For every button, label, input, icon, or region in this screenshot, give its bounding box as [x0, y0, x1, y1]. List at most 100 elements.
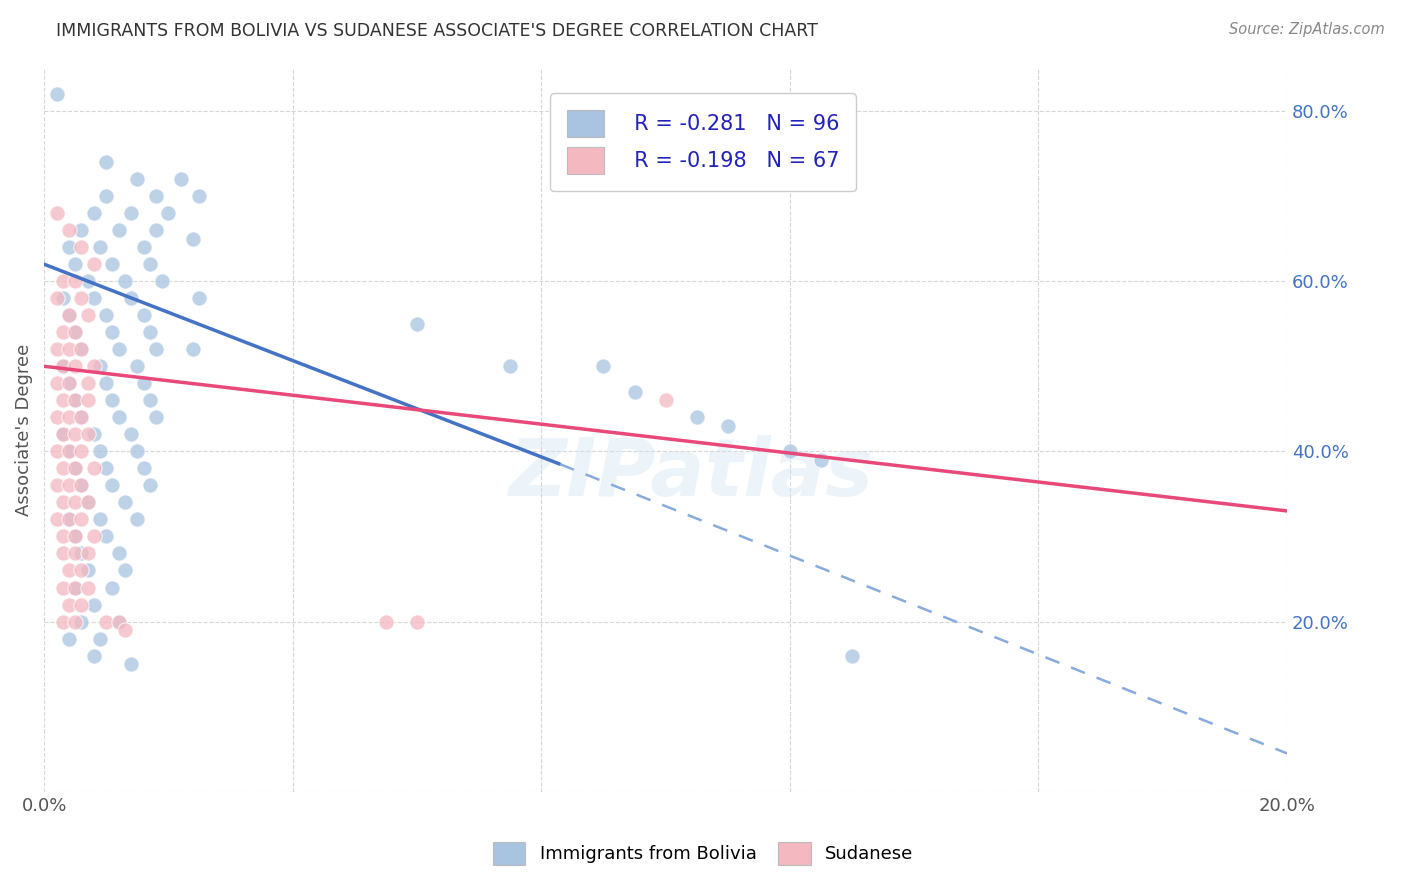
Point [63, 359, 86, 374]
Point [96, 189, 118, 203]
Point [70, 444, 93, 458]
Point [76, 546, 98, 560]
Point [58, 308, 80, 322]
Point [58, 410, 80, 425]
Point [76, 308, 98, 322]
Point [63, 546, 86, 560]
Point [63, 581, 86, 595]
Point [58, 478, 80, 492]
Point [89, 240, 111, 254]
Point [127, 172, 149, 186]
Point [83, 648, 105, 663]
Point [76, 564, 98, 578]
Point [63, 615, 86, 629]
Point [685, 410, 707, 425]
Point [58, 512, 80, 526]
Point [52, 615, 75, 629]
Text: IMMIGRANTS FROM BOLIVIA VS SUDANESE ASSOCIATE'S DEGREE CORRELATION CHART: IMMIGRANTS FROM BOLIVIA VS SUDANESE ASSO… [56, 22, 818, 40]
Point [96, 376, 118, 391]
Point [127, 359, 149, 374]
Point [96, 615, 118, 629]
Point [52, 291, 75, 305]
Point [52, 393, 75, 408]
Point [107, 615, 129, 629]
Point [132, 240, 155, 254]
Point [107, 343, 129, 357]
Point [58, 376, 80, 391]
Point [374, 615, 396, 629]
Point [63, 325, 86, 339]
Point [45, 444, 67, 458]
Point [63, 495, 86, 509]
Point [89, 359, 111, 374]
Legend: Immigrants from Bolivia, Sudanese: Immigrants from Bolivia, Sudanese [484, 833, 922, 874]
Point [107, 615, 129, 629]
Point [139, 325, 162, 339]
Point [120, 291, 142, 305]
Point [70, 291, 93, 305]
Point [58, 444, 80, 458]
Point [76, 274, 98, 288]
Point [63, 393, 86, 408]
Point [70, 343, 93, 357]
Point [127, 444, 149, 458]
Point [63, 529, 86, 543]
Point [58, 512, 80, 526]
Point [132, 461, 155, 475]
Point [70, 615, 93, 629]
Point [70, 410, 93, 425]
Point [188, 291, 211, 305]
Point [45, 206, 67, 220]
Point [83, 291, 105, 305]
Point [89, 444, 111, 458]
Point [592, 359, 614, 374]
Point [58, 308, 80, 322]
Point [139, 478, 162, 492]
Point [52, 529, 75, 543]
Point [623, 384, 645, 399]
Point [58, 240, 80, 254]
Point [406, 317, 429, 331]
Point [83, 359, 105, 374]
Point [58, 343, 80, 357]
Point [114, 274, 136, 288]
Point [70, 478, 93, 492]
Point [89, 632, 111, 646]
Point [96, 308, 118, 322]
Point [45, 291, 67, 305]
Point [52, 581, 75, 595]
Point [132, 308, 155, 322]
Point [101, 581, 124, 595]
Point [150, 274, 173, 288]
Point [717, 418, 740, 433]
Point [63, 461, 86, 475]
Point [70, 223, 93, 237]
Point [101, 393, 124, 408]
Point [70, 343, 93, 357]
Point [96, 461, 118, 475]
Point [181, 232, 204, 246]
Point [45, 376, 67, 391]
Point [83, 257, 105, 271]
Point [139, 257, 162, 271]
Point [107, 223, 129, 237]
Point [139, 393, 162, 408]
Point [58, 564, 80, 578]
Point [83, 427, 105, 442]
Point [58, 223, 80, 237]
Point [779, 444, 801, 458]
Point [45, 87, 67, 101]
Point [188, 189, 211, 203]
Point [63, 461, 86, 475]
Point [76, 495, 98, 509]
Point [45, 478, 67, 492]
Point [101, 325, 124, 339]
Point [76, 581, 98, 595]
Legend:   R = -0.281   N = 96,   R = -0.198   N = 67: R = -0.281 N = 96, R = -0.198 N = 67 [550, 94, 856, 191]
Point [45, 343, 67, 357]
Point [52, 325, 75, 339]
Text: Source: ZipAtlas.com: Source: ZipAtlas.com [1229, 22, 1385, 37]
Point [58, 444, 80, 458]
Point [83, 598, 105, 612]
Point [52, 427, 75, 442]
